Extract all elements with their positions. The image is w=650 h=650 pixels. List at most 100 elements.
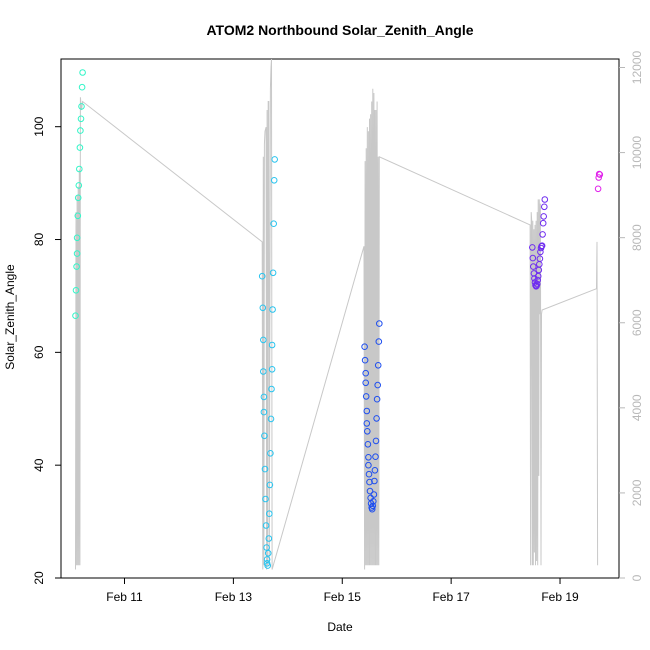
- data-point-series-4: [534, 272, 542, 280]
- data-point-series-2: [269, 269, 277, 277]
- data-point-series-1: [75, 182, 83, 189]
- data-point-series-2: [265, 535, 273, 542]
- data-point-series-2: [271, 156, 279, 163]
- data-point-series-3: [374, 362, 382, 369]
- y-tick-label: 40: [32, 458, 46, 472]
- y-axis: 20 40 60 80 100: [32, 116, 61, 585]
- data-point-series-2: [262, 522, 270, 529]
- x-axis: Feb 11 Feb 13 Feb 15 Feb 17 Feb 19: [106, 578, 579, 604]
- data-point-series-1: [73, 250, 81, 257]
- data-point-series-4: [533, 280, 541, 288]
- y2-tick-label: 6000: [630, 309, 644, 336]
- x-tick-label: Feb 11: [106, 590, 143, 604]
- data-point-series-4: [529, 254, 537, 262]
- chart-title: ATOM2 Northbound Solar_Zenith_Angle: [206, 22, 473, 38]
- scatter-points: [72, 69, 604, 569]
- data-point-series-2: [262, 495, 269, 503]
- data-point-series-2: [263, 544, 270, 551]
- data-point-series-3: [362, 369, 370, 377]
- data-point-series-3: [371, 467, 379, 474]
- data-point-series-3: [365, 461, 372, 469]
- data-point-series-3: [373, 395, 381, 403]
- data-point-series-2: [266, 481, 274, 489]
- data-point-series-1: [78, 83, 86, 91]
- data-point-series-3: [363, 420, 371, 427]
- data-point-series-2: [268, 385, 275, 393]
- x-tick-label: Feb 17: [432, 590, 470, 604]
- data-point-series-2: [258, 272, 266, 280]
- data-point-series-3: [373, 415, 380, 422]
- data-point-series-2: [270, 177, 278, 184]
- data-point-series-2: [264, 549, 272, 557]
- data-point-series-1: [72, 287, 80, 294]
- data-point-series-3: [370, 498, 377, 505]
- y-tick-label: 20: [32, 571, 46, 585]
- x-tick-label: Feb 13: [215, 590, 253, 604]
- data-point-series-2: [260, 336, 267, 344]
- data-point-series-4: [541, 203, 548, 211]
- x-axis-title: Date: [327, 620, 353, 634]
- data-point-series-2: [260, 368, 267, 375]
- data-point-series-2: [261, 465, 269, 473]
- data-point-series-3: [376, 320, 383, 327]
- y2-tick-label: 2000: [630, 479, 644, 506]
- x-tick-label: Feb 19: [541, 590, 579, 604]
- secondary-series-line: [75, 58, 599, 570]
- data-point-series-3: [361, 356, 369, 364]
- data-point-series-1: [74, 212, 82, 220]
- data-point-series-3: [365, 470, 373, 478]
- y-tick-label: 100: [32, 116, 46, 136]
- data-point-series-1: [73, 263, 80, 270]
- data-point-series-4: [538, 242, 546, 249]
- data-point-series-2: [259, 304, 267, 312]
- data-point-series-2: [268, 341, 276, 349]
- data-point-series-3: [362, 379, 370, 387]
- data-point-series-3: [361, 343, 368, 351]
- data-point-series-4: [536, 255, 544, 263]
- data-point-series-1: [77, 127, 84, 134]
- data-point-series-5: [594, 185, 602, 193]
- x-tick-label: Feb 15: [324, 590, 362, 604]
- data-point-series-4: [534, 276, 542, 284]
- y2-tick-label: 4000: [630, 394, 644, 421]
- data-point-series-2: [266, 510, 273, 518]
- data-point-series-1: [74, 194, 82, 202]
- data-point-series-4: [540, 213, 548, 220]
- data-point-series-1: [76, 144, 84, 151]
- data-point-series-3: [366, 487, 374, 495]
- data-point-series-2: [268, 366, 276, 373]
- data-point-series-4: [530, 263, 537, 270]
- data-point-series-3: [370, 491, 378, 498]
- y2-tick-label: 8000: [630, 224, 644, 251]
- data-point-series-2: [269, 306, 276, 313]
- secondary-series: [75, 58, 599, 570]
- data-point-series-4: [539, 219, 547, 227]
- data-point-series-3: [372, 453, 379, 461]
- data-point-series-3: [366, 478, 373, 486]
- data-point-series-4: [541, 196, 549, 203]
- data-point-series-3: [371, 477, 378, 485]
- secondary-y-axis: 0 2000 4000 6000 8000 10000 12000: [619, 50, 644, 581]
- data-point-series-2: [260, 393, 268, 401]
- data-point-series-4: [529, 244, 536, 251]
- data-point-series-2: [267, 415, 275, 423]
- data-point-series-2: [260, 408, 268, 416]
- plot-frame: [60, 58, 620, 579]
- data-point-series-3: [374, 381, 382, 389]
- data-point-series-2: [267, 450, 274, 457]
- y2-tick-label: 12000: [630, 50, 644, 84]
- data-point-series-3: [364, 428, 371, 435]
- data-point-series-1: [76, 165, 83, 173]
- y-tick-label: 60: [32, 345, 46, 359]
- data-point-series-4: [539, 231, 546, 238]
- data-point-series-2: [264, 562, 272, 569]
- data-point-series-2: [270, 220, 278, 227]
- data-point-series-5: [596, 171, 604, 178]
- data-point-series-3: [375, 338, 383, 345]
- data-point-series-3: [365, 454, 372, 461]
- data-point-series-1: [79, 69, 86, 76]
- y2-tick-label: 10000: [630, 136, 644, 170]
- y-axis-title: Solar_Zenith_Angle: [3, 264, 17, 370]
- data-point-series-3: [364, 441, 372, 448]
